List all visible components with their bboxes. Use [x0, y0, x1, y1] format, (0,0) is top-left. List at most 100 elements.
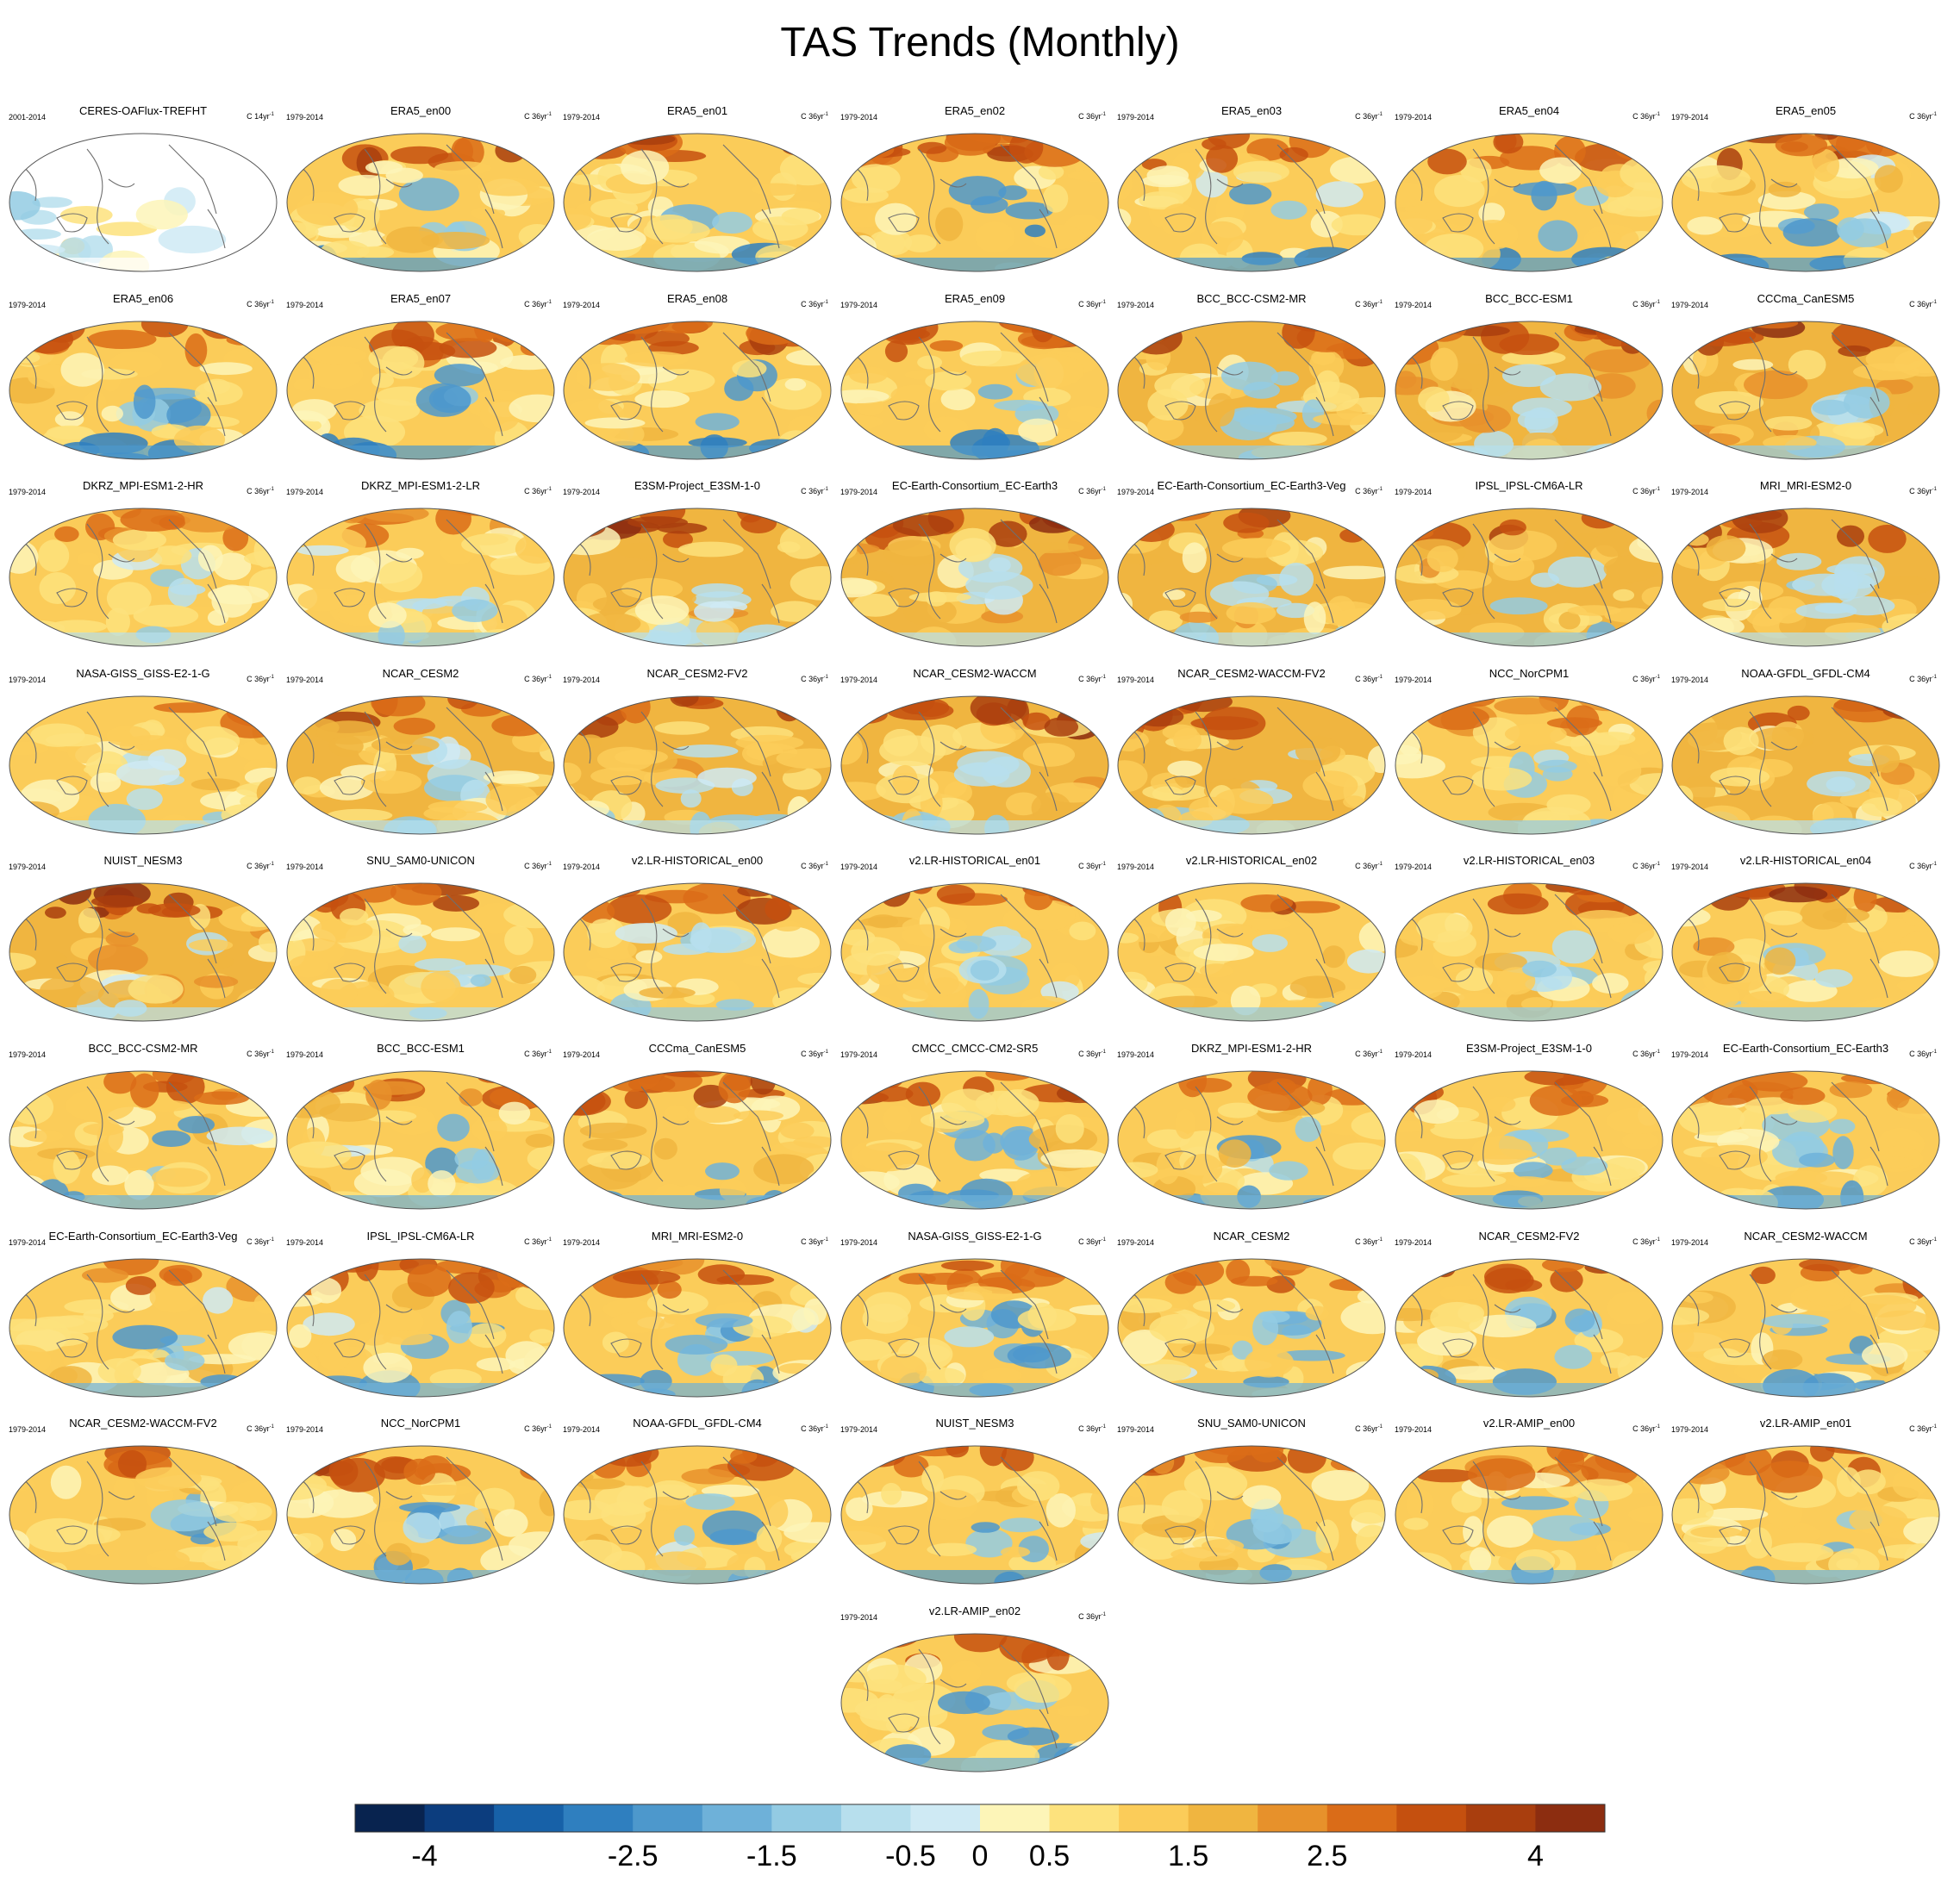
colorbar-box	[563, 1804, 634, 1832]
panel-units: C 36yr-1	[1078, 862, 1106, 870]
panel-title: EC-Earth-Consortium_EC-Earth3-Veg	[48, 1230, 238, 1243]
panel-title: CERES-OAFlux-TREFHT	[78, 104, 208, 117]
panel-units: C 36yr-1	[1909, 487, 1937, 495]
panel-units: C 36yr-1	[247, 487, 274, 495]
map-panel: CERES-OAFlux-TREFHT 2001-2014 C 14yr-1	[5, 97, 281, 278]
panel-units: C 36yr-1	[1632, 300, 1660, 308]
map-panel: IPSL_IPSL-CM6A-LR 1979-2014 C 36yr-1	[283, 1223, 559, 1404]
panel-years: 1979-2014	[1395, 676, 1433, 684]
panel-title: v2.LR-AMIP_en00	[1482, 1417, 1576, 1430]
trend-map	[1671, 1258, 1940, 1398]
map-panel: NCAR_CESM2-WACCM 1979-2014 C 36yr-1	[837, 660, 1113, 841]
colorbar-box	[355, 1804, 426, 1832]
colorbar-box	[1188, 1804, 1258, 1832]
panel-title: IPSL_IPSL-CM6A-LR	[1475, 479, 1583, 492]
colorbar-tick-label: 0.5	[1028, 1840, 1071, 1872]
colorbar-box	[1535, 1804, 1606, 1832]
panel-years: 1979-2014	[1117, 488, 1155, 496]
panel-title: NCAR_CESM2-WACCM-FV2	[69, 1417, 217, 1430]
panel-years: 1979-2014	[286, 676, 324, 684]
panel-years: 1979-2014	[563, 1425, 601, 1434]
panel-years: 1979-2014	[1395, 1238, 1433, 1247]
map-panel: IPSL_IPSL-CM6A-LR 1979-2014 C 36yr-1	[1391, 472, 1667, 653]
trend-map	[563, 1258, 832, 1398]
colorbar-box	[1049, 1804, 1120, 1832]
map-panel: CMCC_CMCC-CM2-SR5 1979-2014 C 36yr-1	[837, 1035, 1113, 1216]
map-panel: NASA-GISS_GISS-E2-1-G 1979-2014 C 36yr-1	[5, 660, 281, 841]
map-panel: NUIST_NESM3 1979-2014 C 36yr-1	[837, 1410, 1113, 1591]
map-panel: CCCma_CanESM5 1979-2014 C 36yr-1	[1668, 285, 1944, 466]
panel-title: DKRZ_MPI-ESM1-2-HR	[82, 479, 204, 492]
panel-title: NCAR_CESM2-WACCM-FV2	[1177, 667, 1326, 680]
trend-map	[840, 321, 1109, 460]
map-panel: NCAR_CESM2 1979-2014 C 36yr-1	[1114, 1223, 1389, 1404]
panel-units: C 36yr-1	[524, 300, 552, 308]
map-panel: EC-Earth-Consortium_EC-Earth3-Veg 1979-20…	[1114, 472, 1389, 653]
map-panel: MRI_MRI-ESM2-0 1979-2014 C 36yr-1	[559, 1223, 835, 1404]
panel-units: C 36yr-1	[1909, 1424, 1937, 1433]
map-panel: NCC_NorCPM1 1979-2014 C 36yr-1	[283, 1410, 559, 1591]
panel-years: 1979-2014	[840, 488, 878, 496]
panel-title: EC-Earth-Consortium_EC-Earth3-Veg	[1157, 479, 1346, 492]
panel-years: 1979-2014	[563, 301, 601, 309]
map-panel: ERA5_en05 1979-2014 C 36yr-1	[1668, 97, 1944, 278]
colorbar-box	[1326, 1804, 1397, 1832]
panel-units: C 36yr-1	[801, 1424, 828, 1433]
panel-units: C 36yr-1	[1078, 1050, 1106, 1058]
trend-map	[9, 321, 278, 460]
map-panel: BCC_BCC-ESM1 1979-2014 C 36yr-1	[283, 1035, 559, 1216]
map-panel: EC-Earth-Consortium_EC-Earth3 1979-2014 C …	[1668, 1035, 1944, 1216]
colorbar-tick-label: -4	[411, 1840, 438, 1872]
map-panel: ERA5_en04 1979-2014 C 36yr-1	[1391, 97, 1667, 278]
trend-map	[1395, 1258, 1664, 1398]
map-panel: EC-Earth-Consortium_EC-Earth3 1979-2014 C …	[837, 472, 1113, 653]
panel-years: 1979-2014	[563, 1050, 601, 1059]
map-panel: ERA5_en03 1979-2014 C 36yr-1	[1114, 97, 1389, 278]
panel-years: 1979-2014	[1671, 1425, 1709, 1434]
panel-years: 1979-2014	[9, 301, 47, 309]
panel-title: v2.LR-HISTORICAL_en01	[908, 854, 1041, 867]
panel-years: 1979-2014	[1117, 676, 1155, 684]
panel-units: C 36yr-1	[1355, 300, 1383, 308]
panel-title: SNU_SAM0-UNICON	[366, 854, 475, 867]
panel-title: NCC_NorCPM1	[380, 1417, 461, 1430]
panel-units: C 36yr-1	[801, 112, 828, 121]
panel-units: C 36yr-1	[801, 487, 828, 495]
trend-map	[1671, 882, 1940, 1022]
panel-title: EC-Earth-Consortium_EC-Earth3	[1722, 1042, 1889, 1055]
panel-years: 1979-2014	[1395, 1425, 1433, 1434]
panel-units: C 36yr-1	[524, 862, 552, 870]
panel-units: C 36yr-1	[801, 675, 828, 683]
panel-units: C 36yr-1	[524, 112, 552, 121]
panel-years: 1979-2014	[1117, 1238, 1155, 1247]
trend-map	[840, 882, 1109, 1022]
map-panel: NCAR_CESM2-WACCM 1979-2014 C 36yr-1	[1668, 1223, 1944, 1404]
trend-map	[840, 695, 1109, 835]
panel-title: BCC_BCC-ESM1	[1485, 292, 1573, 305]
panel-years: 1979-2014	[1395, 863, 1433, 871]
trend-map	[286, 133, 555, 272]
colorbar-box	[771, 1804, 842, 1832]
map-panel: v2.LR-AMIP_en00 1979-2014 C 36yr-1	[1391, 1410, 1667, 1591]
panel-units: C 36yr-1	[524, 1050, 552, 1058]
panel-years: 1979-2014	[1671, 1050, 1709, 1059]
map-panel: v2.LR-HISTORICAL_en01 1979-2014 C 36yr-1	[837, 847, 1113, 1028]
panel-years: 1979-2014	[1671, 488, 1709, 496]
panel-years: 1979-2014	[563, 676, 601, 684]
colorbar-box	[633, 1804, 703, 1832]
trend-map	[563, 133, 832, 272]
panel-years: 1979-2014	[1117, 113, 1155, 121]
map-panel: NCC_NorCPM1 1979-2014 C 36yr-1	[1391, 660, 1667, 841]
panel-title: MRI_MRI-ESM2-0	[1759, 479, 1852, 492]
panel-units: C 36yr-1	[1355, 1237, 1383, 1246]
trend-map	[1395, 1070, 1664, 1210]
trend-map	[286, 1070, 555, 1210]
panel-years: 1979-2014	[1395, 488, 1433, 496]
panel-title: ERA5_en08	[666, 292, 728, 305]
trend-map	[1117, 695, 1386, 835]
colorbar-tick-label: 0	[971, 1840, 989, 1872]
panel-years: 1979-2014	[1671, 676, 1709, 684]
panel-units: C 36yr-1	[1355, 862, 1383, 870]
colorbar-box	[980, 1804, 1051, 1832]
colorbar-tick-label: 2.5	[1307, 1840, 1348, 1872]
